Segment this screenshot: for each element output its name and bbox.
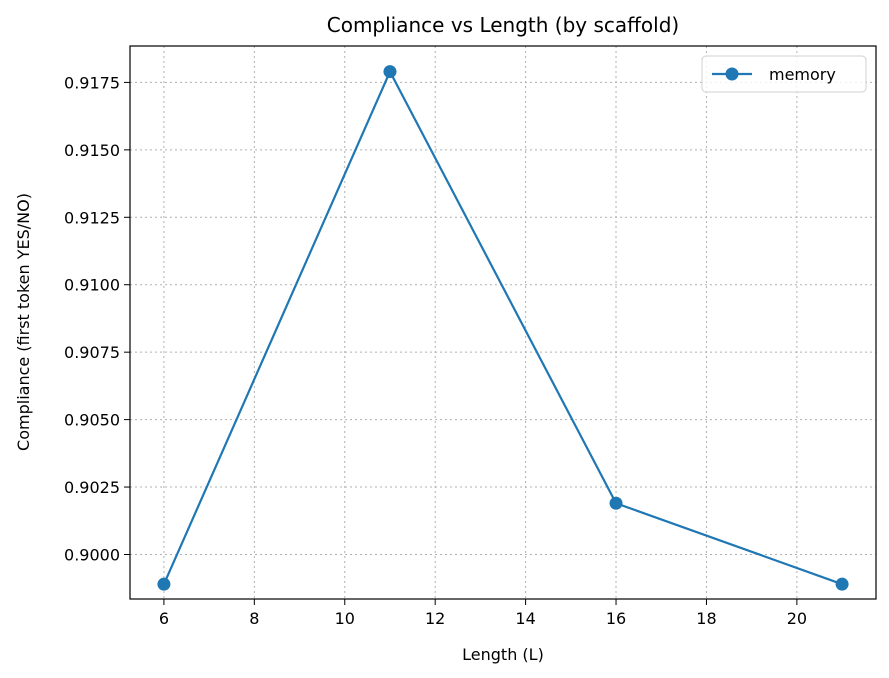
x-tick-label: 10 xyxy=(335,609,355,628)
x-axis-label: Length (L) xyxy=(462,645,544,664)
y-axis-label: Compliance (first token YES/NO) xyxy=(14,193,33,451)
y-tick-label: 0.9075 xyxy=(64,343,120,362)
legend-label-memory: memory xyxy=(769,65,836,84)
y-tick-label: 0.9175 xyxy=(64,73,120,92)
data-point xyxy=(835,577,849,591)
y-tick-label: 0.9100 xyxy=(64,276,120,295)
y-tick-label: 0.9000 xyxy=(64,545,120,564)
data-point xyxy=(609,496,623,510)
y-axis-ticks: 0.9000 0.9025 0.9050 0.9075 0.9100 0.9125 0.91… xyxy=(64,73,130,564)
x-tick-label: 16 xyxy=(606,609,626,628)
series-line-memory xyxy=(162,70,843,586)
y-tick-label: 0.9150 xyxy=(64,141,120,160)
y-tick-label: 0.9125 xyxy=(64,208,120,227)
legend: memory xyxy=(701,55,867,93)
data-point xyxy=(383,65,397,79)
x-tick-label: 14 xyxy=(515,609,535,628)
y-tick-label: 0.9050 xyxy=(64,411,120,430)
x-tick-label: 20 xyxy=(787,609,807,628)
data-point xyxy=(157,577,171,591)
x-axis-ticks: 6 8 10 12 14 16 18 20 xyxy=(159,599,807,628)
y-tick-label: 0.9025 xyxy=(64,478,120,497)
x-tick-label: 6 xyxy=(159,609,169,628)
chart-title: Compliance vs Length (by scaffold) xyxy=(327,13,679,37)
x-tick-label: 18 xyxy=(696,609,716,628)
series-layer xyxy=(157,65,849,591)
plot-frame xyxy=(129,45,877,600)
x-tick-label: 12 xyxy=(425,609,445,628)
legend-box xyxy=(701,55,867,93)
grid xyxy=(130,46,876,599)
legend-marker-swatch xyxy=(725,67,739,81)
x-tick-label: 8 xyxy=(249,609,259,628)
